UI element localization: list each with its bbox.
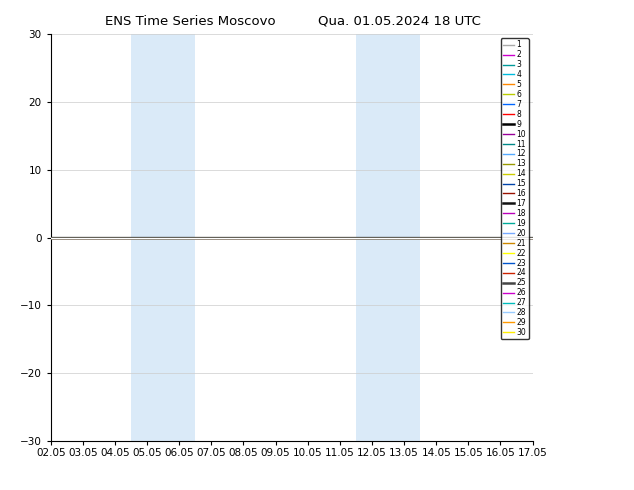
Text: ENS Time Series Moscovo: ENS Time Series Moscovo bbox=[105, 15, 276, 28]
Bar bbox=[131, 34, 195, 441]
Bar bbox=[356, 34, 420, 441]
Legend: 1, 2, 3, 4, 5, 6, 7, 8, 9, 10, 11, 12, 13, 14, 15, 16, 17, 18, 19, 20, 21, 22, 2: 1, 2, 3, 4, 5, 6, 7, 8, 9, 10, 11, 12, 1… bbox=[501, 38, 529, 339]
Text: Qua. 01.05.2024 18 UTC: Qua. 01.05.2024 18 UTC bbox=[318, 15, 481, 28]
